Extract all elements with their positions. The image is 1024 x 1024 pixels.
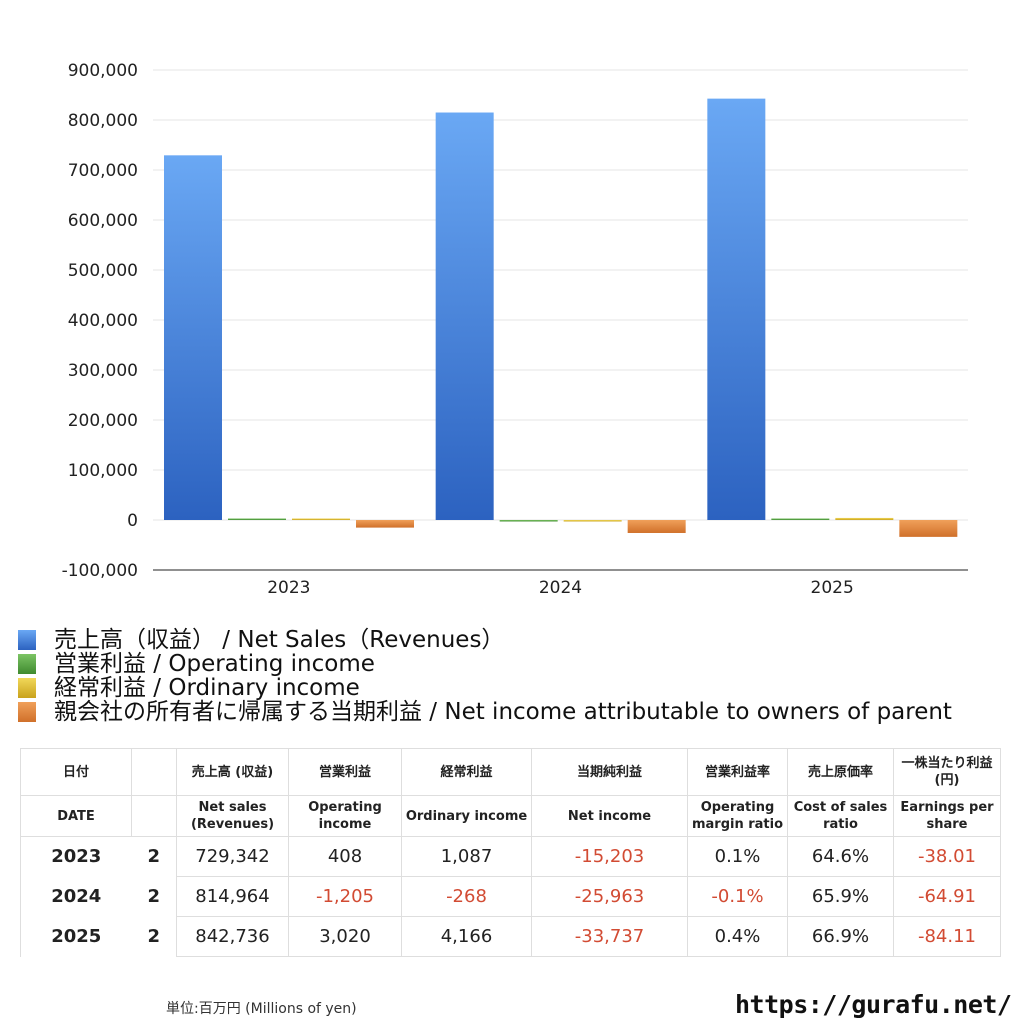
header-en-operating-margin: Operating margin ratio <box>687 795 788 837</box>
row-count: 2 <box>131 876 177 917</box>
header-en-cost-ratio: Cost of sales ratio <box>787 795 894 837</box>
bar-2024-series-3 <box>627 520 686 533</box>
header-jp-blank <box>131 748 177 796</box>
header-jp-cost-ratio: 売上原価率 <box>787 748 894 796</box>
bar-2025-series-3 <box>899 520 958 537</box>
header-jp-operating-income: 営業利益 <box>288 748 402 796</box>
table-cell: 0.1% <box>687 836 788 877</box>
table-cell: 729,342 <box>176 836 289 877</box>
legend-swatch-net-income <box>18 702 36 722</box>
table-row: 2025 2 842,736 3,020 4,166 -33,737 0.4% 66.9% -8… <box>20 916 1001 957</box>
y-tick-label: 200,000 <box>68 411 138 431</box>
y-tick-label: -100,000 <box>62 561 138 581</box>
table-cell: -1,205 <box>288 876 402 917</box>
financial-table: 日付 売上高 (収益) 営業利益 経常利益 当期純利益 営業利益率 売上原価率 … <box>20 748 1001 957</box>
table-cell: 842,736 <box>176 916 289 957</box>
table-header-row-jp: 日付 売上高 (収益) 営業利益 経常利益 当期純利益 営業利益率 売上原価率 … <box>20 748 1001 796</box>
bars <box>164 98 958 537</box>
table-cell: -25,963 <box>531 876 688 917</box>
table-cell: 4,166 <box>401 916 532 957</box>
legend-swatch-net-sales <box>18 630 36 650</box>
unit-note: 単位:百万円 (Millions of yen) <box>166 1001 357 1017</box>
table-row: 2023 2 729,342 408 1,087 -15,203 0.1% 64.6% -38.… <box>20 836 1001 877</box>
header-en-operating-income: Operating income <box>288 795 402 837</box>
grid-lines <box>153 69 968 571</box>
row-year: 2025 <box>20 916 132 957</box>
y-tick-label: 900,000 <box>68 61 138 81</box>
row-year: 2024 <box>20 876 132 917</box>
header-jp-date: 日付 <box>20 748 132 796</box>
x-axis-ticks: 2023 2024 2025 <box>267 578 854 598</box>
x-tick-label: 2024 <box>539 578 582 598</box>
header-en-blank <box>131 795 177 837</box>
table-cell: 0.4% <box>687 916 788 957</box>
bar-chart: 900,000 800,000 700,000 600,000 500,000 400,0… <box>62 61 968 598</box>
bar-2024-series-0 <box>435 112 494 520</box>
table-cell: -33,737 <box>531 916 688 957</box>
y-tick-label: 500,000 <box>68 261 138 281</box>
site-url: https://gurafu.net/ <box>735 990 1012 1019</box>
bar-2025-series-0 <box>707 98 766 520</box>
header-en-date: DATE <box>20 795 132 837</box>
header-en-eps: Earnings per share <box>893 795 1001 837</box>
table-cell: -38.01 <box>893 836 1001 877</box>
table-cell: 408 <box>288 836 402 877</box>
table-body: 2023 2 729,342 408 1,087 -15,203 0.1% 64.6% -38.… <box>20 836 1001 957</box>
financial-table-wrapper: 日付 売上高 (収益) 営業利益 経常利益 当期純利益 営業利益率 売上原価率 … <box>20 748 1001 957</box>
row-count: 2 <box>131 836 177 877</box>
bar-2025-series-1 <box>771 518 830 520</box>
legend-swatch-ordinary-income <box>18 678 36 698</box>
header-en-ordinary-income: Ordinary income <box>401 795 532 837</box>
legend-item-operating-income: 営業利益 / Operating income <box>18 652 1018 676</box>
bar-2023-series-2 <box>292 518 350 520</box>
legend-item-ordinary-income: 経常利益 / Ordinary income <box>18 676 1018 700</box>
header-en-net-sales: Net sales (Revenues) <box>176 795 289 837</box>
table-row: 2024 2 814,964 -1,205 -268 -25,963 -0.1% 65.9% -… <box>20 876 1001 917</box>
bar-2023-series-0 <box>164 155 222 521</box>
table-cell: -268 <box>401 876 532 917</box>
y-tick-label: 0 <box>127 511 138 531</box>
bar-2023-series-3 <box>356 520 414 528</box>
legend: 売上高（収益） / Net Sales（Revenues） 営業利益 / Ope… <box>18 628 1018 724</box>
legend-label-ordinary-income: 経常利益 / Ordinary income <box>54 675 360 701</box>
legend-item-net-income: 親会社の所有者に帰属する当期利益 / Net income attributab… <box>18 700 1018 724</box>
y-tick-label: 800,000 <box>68 111 138 131</box>
legend-label-net-sales: 売上高（収益） / Net Sales（Revenues） <box>54 627 505 653</box>
header-jp-net-sales: 売上高 (収益) <box>176 748 289 796</box>
y-tick-label: 400,000 <box>68 311 138 331</box>
header-jp-ordinary-income: 経常利益 <box>401 748 532 796</box>
header-jp-net-income: 当期純利益 <box>531 748 688 796</box>
y-tick-label: 100,000 <box>68 461 138 481</box>
table-cell: -15,203 <box>531 836 688 877</box>
table-cell: 65.9% <box>787 876 894 917</box>
legend-label-operating-income: 営業利益 / Operating income <box>54 651 375 677</box>
table-cell: -0.1% <box>687 876 788 917</box>
legend-label-net-income: 親会社の所有者に帰属する当期利益 / Net income attributab… <box>54 699 952 725</box>
y-axis-ticks: 900,000 800,000 700,000 600,000 500,000 400,0… <box>62 61 138 581</box>
y-tick-label: 700,000 <box>68 161 138 181</box>
x-tick-label: 2023 <box>267 578 310 598</box>
table-cell: -64.91 <box>893 876 1001 917</box>
table-cell: 1,087 <box>401 836 532 877</box>
bar-2023-series-1 <box>228 518 286 520</box>
table-cell: 814,964 <box>176 876 289 917</box>
x-tick-label: 2025 <box>811 578 854 598</box>
row-count: 2 <box>131 916 177 957</box>
table-cell: -84.11 <box>893 916 1001 957</box>
bar-2024-series-1 <box>499 520 558 522</box>
bar-2024-series-2 <box>563 520 622 522</box>
header-en-net-income: Net income <box>531 795 688 837</box>
table-cell: 64.6% <box>787 836 894 877</box>
header-jp-operating-margin: 営業利益率 <box>687 748 788 796</box>
table-cell: 66.9% <box>787 916 894 957</box>
table-header-row-en: DATE Net sales (Revenues) Operating inco… <box>20 795 1001 837</box>
y-tick-label: 300,000 <box>68 361 138 381</box>
legend-item-net-sales: 売上高（収益） / Net Sales（Revenues） <box>18 628 1018 652</box>
table-cell: 3,020 <box>288 916 402 957</box>
y-tick-label: 600,000 <box>68 211 138 231</box>
header-jp-eps: 一株当たり利益 (円) <box>893 748 1001 796</box>
legend-swatch-operating-income <box>18 654 36 674</box>
row-year: 2023 <box>20 836 132 877</box>
bar-2025-series-2 <box>835 517 894 520</box>
